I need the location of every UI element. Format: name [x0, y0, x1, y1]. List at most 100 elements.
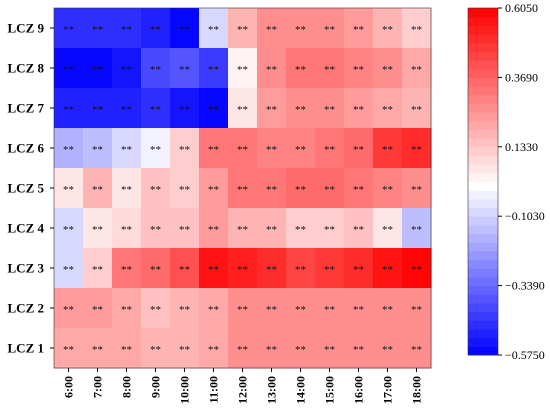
heatmap-cell: [170, 48, 200, 89]
cell-annotation: **: [382, 344, 393, 356]
colorbar-step: [468, 294, 498, 304]
heatmap-cell: [141, 48, 171, 89]
heatmap-cell: [257, 168, 287, 209]
colorbar-tick-label: 0.3690: [505, 70, 538, 84]
colorbar-step: [468, 285, 498, 295]
heatmap-cell: [257, 208, 287, 249]
colorbar-step: [468, 34, 498, 44]
heatmap-cell: [344, 168, 374, 209]
heatmap-cell: [257, 48, 287, 89]
heatmap-cell: [257, 248, 287, 289]
heatmap-cell: [286, 248, 316, 289]
colorbar-tick-label: 0.6050: [505, 1, 538, 15]
cell-annotation: **: [266, 104, 277, 116]
cell-annotation: **: [179, 64, 190, 76]
cell-annotation: **: [150, 24, 161, 36]
heatmap-cell: [373, 48, 403, 89]
colorbar-tick-label: −0.1030: [505, 209, 545, 223]
x-tick-label: 17:00: [381, 376, 395, 404]
cell-annotation: **: [121, 144, 132, 156]
cell-annotation: **: [121, 224, 132, 236]
heatmap-cell: [112, 328, 142, 369]
colorbar-step: [468, 216, 498, 226]
x-tick-label: 10:00: [178, 376, 192, 404]
heatmap-cell: [141, 88, 171, 129]
cell-annotation: **: [179, 304, 190, 316]
cell-annotation: **: [208, 64, 219, 76]
x-tick-label: 6:00: [62, 376, 76, 398]
heatmap-cell: [141, 248, 171, 289]
cell-annotation: **: [92, 104, 103, 116]
colorbar-step: [468, 172, 498, 182]
x-tick-label: 11:00: [207, 376, 221, 403]
cell-annotation: **: [208, 304, 219, 316]
colorbar-step: [468, 112, 498, 122]
cell-annotation: **: [237, 304, 248, 316]
y-tick-label: LCZ 7: [8, 101, 45, 116]
heatmap-cell: [170, 288, 200, 329]
heatmap-cell: [199, 48, 229, 89]
heatmap-cell: [402, 248, 432, 289]
colorbar-step: [468, 224, 498, 235]
heatmap-cell: [170, 248, 200, 289]
cell-annotation: **: [295, 184, 306, 196]
colorbar-step: [468, 155, 498, 165]
cell-annotation: **: [353, 344, 364, 356]
cell-annotation: **: [411, 104, 422, 116]
heatmap-cell: [286, 208, 316, 249]
colorbar-step: [468, 120, 498, 130]
heatmap-cell: [54, 288, 84, 329]
cell-annotation: **: [237, 104, 248, 116]
heatmap-cell: [402, 288, 432, 329]
cell-annotation: **: [121, 264, 132, 276]
cell-annotation: **: [295, 224, 306, 236]
y-tick-label: LCZ 8: [8, 61, 45, 76]
colorbar-step: [468, 250, 498, 261]
heatmap-cell: [83, 248, 113, 289]
cell-annotation: **: [92, 24, 103, 36]
heatmap-cell: [83, 328, 113, 369]
y-tick-label: LCZ 1: [8, 341, 44, 356]
heatmap-cell: [315, 168, 345, 209]
colorbar-step: [468, 146, 498, 156]
heatmap-cell: [373, 248, 403, 289]
heatmap-cell: [199, 8, 229, 49]
cell-annotation: **: [295, 304, 306, 316]
cell-annotation: **: [382, 224, 393, 236]
cell-annotation: **: [266, 24, 277, 36]
cell-annotation: **: [150, 224, 161, 236]
cell-annotation: **: [150, 264, 161, 276]
cell-annotation: **: [266, 64, 277, 76]
cell-annotation: **: [92, 304, 103, 316]
colorbar-step: [468, 207, 498, 217]
heatmap-cell: [83, 48, 113, 89]
heatmap-cell: [199, 328, 229, 369]
heatmap-cell: [286, 168, 316, 209]
heatmap-cell: [112, 88, 142, 129]
heatmap-cell: [83, 288, 113, 329]
colorbar-step: [468, 311, 498, 321]
heatmap-cell: [228, 248, 258, 289]
cell-annotation: **: [208, 344, 219, 356]
heatmap-cell: [170, 208, 200, 249]
cell-annotation: **: [150, 144, 161, 156]
heatmap-cell: [286, 328, 316, 369]
cell-annotation: **: [324, 304, 335, 316]
heatmap-cell: [141, 288, 171, 329]
heatmap-cell: [344, 88, 374, 129]
heatmap-cell: [315, 248, 345, 289]
cell-annotation: **: [237, 344, 248, 356]
heatmap-cell: [344, 288, 374, 329]
heatmap-cell: [112, 288, 142, 329]
cell-annotation: **: [411, 264, 422, 276]
heatmap-cell: [373, 288, 403, 329]
cell-annotation: **: [150, 64, 161, 76]
y-tick-label: LCZ 9: [8, 21, 45, 36]
heatmap-cell: [170, 168, 200, 209]
cell-annotation: **: [411, 224, 422, 236]
colorbar-tick-label: −0.5750: [505, 348, 545, 362]
x-tick-label: 9:00: [149, 376, 163, 398]
cell-annotation: **: [92, 144, 103, 156]
colorbar-step: [468, 198, 498, 209]
colorbar-step: [468, 268, 498, 278]
